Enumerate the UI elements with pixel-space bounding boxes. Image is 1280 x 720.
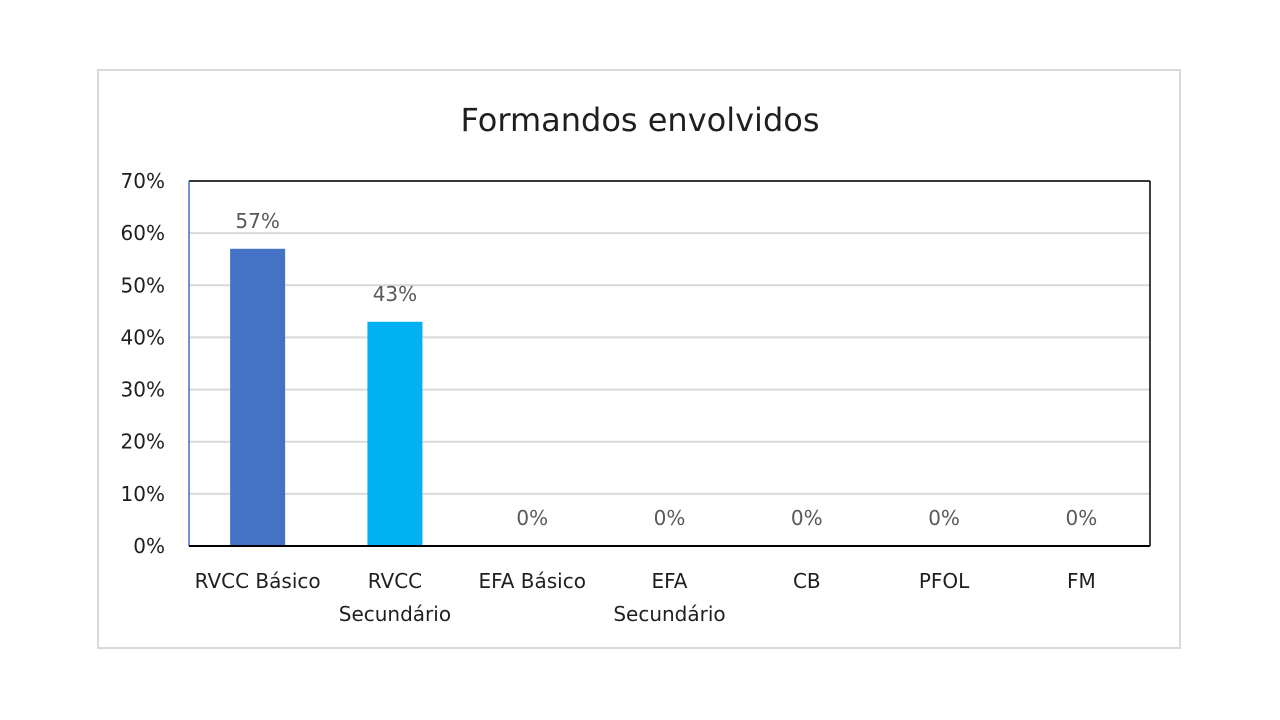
y-tick-label: 10% bbox=[121, 482, 165, 506]
x-tick-label: EFA bbox=[652, 569, 688, 593]
bar bbox=[230, 248, 286, 547]
x-tick-label: RVCC Básico bbox=[195, 569, 321, 593]
data-label: 0% bbox=[928, 506, 960, 530]
x-tick-label: RVCC bbox=[368, 569, 422, 593]
x-tick-label: EFA Básico bbox=[478, 569, 586, 593]
x-tick-label: FM bbox=[1067, 569, 1096, 593]
y-tick-label: 60% bbox=[121, 221, 165, 245]
x-tick-label: Secundário bbox=[339, 602, 451, 626]
y-tick-label: 50% bbox=[121, 273, 165, 297]
data-label: 0% bbox=[516, 506, 548, 530]
x-tick-label: PFOL bbox=[919, 569, 970, 593]
y-tick-label: 20% bbox=[121, 430, 165, 454]
data-label: 57% bbox=[235, 209, 279, 233]
data-label: 43% bbox=[373, 282, 417, 306]
y-tick-label: 70% bbox=[121, 169, 165, 193]
data-label: 0% bbox=[654, 506, 686, 530]
x-tick-label: Secundário bbox=[613, 602, 725, 626]
bar bbox=[367, 321, 423, 546]
chart-title: Formandos envolvidos bbox=[461, 101, 820, 139]
data-label: 0% bbox=[791, 506, 823, 530]
data-label: 0% bbox=[1065, 506, 1097, 530]
y-tick-label: 40% bbox=[121, 325, 165, 349]
y-tick-label: 0% bbox=[133, 534, 165, 558]
y-tick-label: 30% bbox=[121, 378, 165, 402]
x-tick-label: CB bbox=[793, 569, 821, 593]
